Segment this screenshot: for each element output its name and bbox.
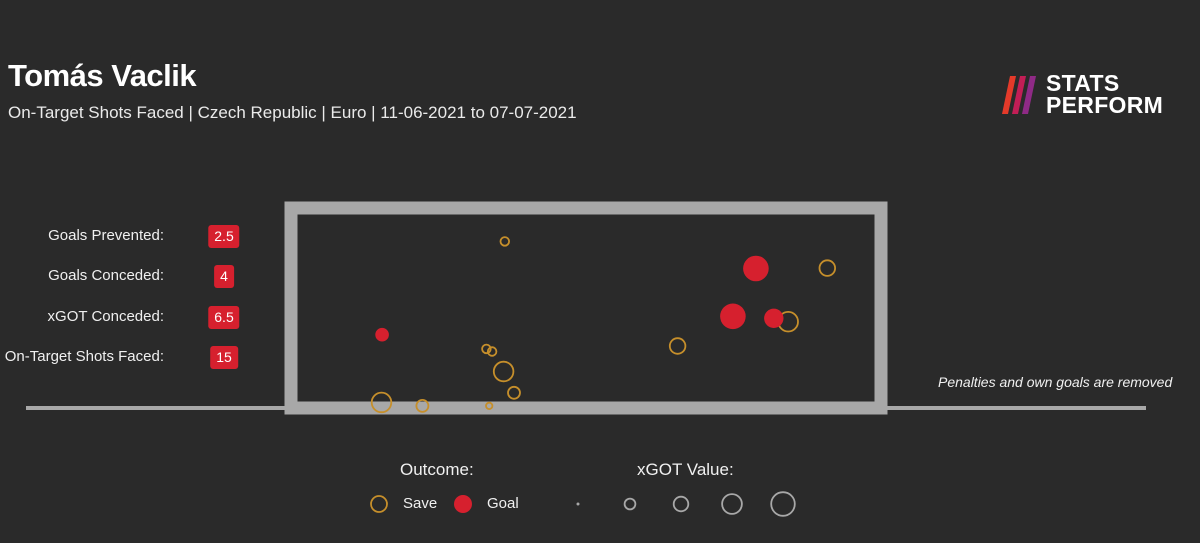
goal-shot-marker-2 xyxy=(764,308,784,328)
goals-prevented-label: Goals Prevented: xyxy=(48,227,164,244)
chart-subtitle: On-Target Shots Faced | Czech Republic |… xyxy=(8,103,577,122)
shots-faced-label: On-Target Shots Faced: xyxy=(4,348,164,365)
shots-layer xyxy=(370,236,837,414)
save-shot-marker-5 xyxy=(486,346,498,357)
goal-shot-marker-0 xyxy=(743,255,769,282)
save-shot-marker-10 xyxy=(485,401,494,410)
xgot-conceded-label: xGOT Conceded: xyxy=(47,308,164,325)
save-shot-marker-7 xyxy=(507,385,521,400)
xgot-size-legend-marker-3 xyxy=(721,493,743,515)
legend-markers xyxy=(370,491,796,517)
goals-prevented-badge: 2.5 xyxy=(208,225,240,248)
logo-line-1: STATS xyxy=(1046,70,1120,96)
save-shot-marker-0 xyxy=(499,236,511,247)
logo-line-2: PERFORM xyxy=(1046,92,1164,118)
chart-title: Tomás Vaclik xyxy=(8,58,197,93)
goal-legend-label: Goal xyxy=(487,495,519,512)
stats-perform-logo: STATS PERFORM xyxy=(1000,72,1180,122)
save-shot-marker-4 xyxy=(481,343,492,355)
xgot-size-legend-marker-1 xyxy=(623,497,637,511)
penalties-note: Penalties and own goals are removed xyxy=(938,374,1173,390)
goals-conceded-badge: 4 xyxy=(214,265,234,288)
shots-faced-badge: 15 xyxy=(210,346,238,369)
xgot-size-legend-marker-2 xyxy=(672,495,690,513)
logo-mark-icon xyxy=(1002,76,1036,114)
save-shot-marker-3 xyxy=(668,337,687,355)
goal-shot-marker-1 xyxy=(720,303,746,330)
xgot-size-legend-marker-4 xyxy=(770,491,796,517)
save-shot-marker-9 xyxy=(415,398,430,413)
save-shot-marker-8 xyxy=(370,391,393,414)
goal-legend-marker xyxy=(454,495,472,513)
xgot-conceded-badge: 6.5 xyxy=(208,306,240,329)
goals-conceded-label: Goals Conceded: xyxy=(48,267,164,284)
xgot-legend-title: xGOT Value: xyxy=(637,460,734,479)
save-shot-marker-1 xyxy=(818,259,837,277)
logo-wordmark: STATS PERFORM xyxy=(1046,70,1164,118)
save-legend-label: Save xyxy=(403,495,438,512)
save-legend-marker xyxy=(370,495,388,513)
goal-shot-marker-3 xyxy=(375,327,389,342)
xgot-size-legend-marker-0 xyxy=(576,502,580,506)
save-shot-marker-6 xyxy=(492,360,515,383)
outcome-legend-title: Outcome: xyxy=(400,460,474,479)
goal-frame xyxy=(284,201,888,415)
